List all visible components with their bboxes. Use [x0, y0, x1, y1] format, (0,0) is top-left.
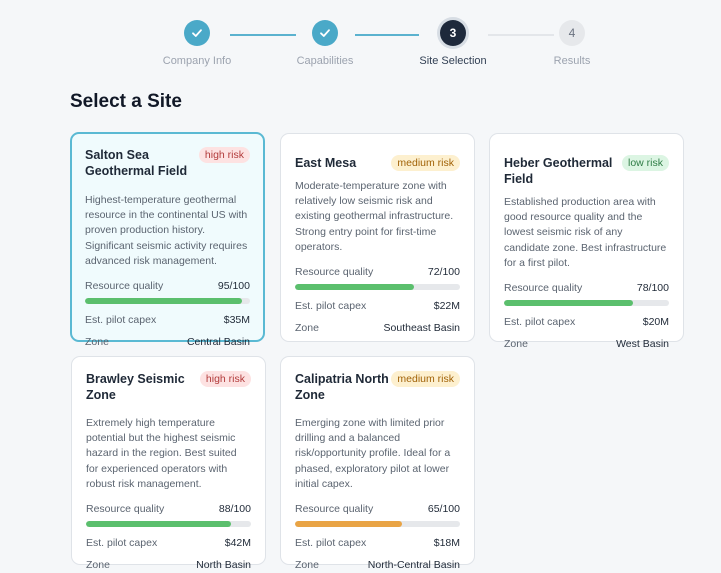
capex-label: Est. pilot capex [85, 314, 157, 327]
stepper-connector [230, 34, 296, 36]
quality-bar [85, 298, 250, 305]
capex-label: Est. pilot capex [295, 300, 367, 313]
risk-badge: low risk [621, 155, 669, 171]
site-name: Salton Sea Geothermal Field [85, 148, 188, 178]
zone-label: Zone [295, 559, 319, 572]
site-card-salton-sea[interactable]: Salton Sea Geothermal Field high risk Hi… [70, 132, 265, 348]
site-card-calipatria[interactable]: Calipatria North Zone medium risk Emergi… [280, 356, 475, 571]
site-name: Calipatria North Zone [295, 372, 389, 402]
capex-value: $22M [433, 300, 460, 313]
page-title: Select a Site [70, 91, 182, 112]
zone-label: Zone [295, 322, 319, 335]
check-icon [184, 20, 210, 46]
stepper-connector [355, 34, 419, 36]
quality-label: Resource quality [504, 282, 583, 295]
check-icon [312, 20, 338, 46]
step-company-info[interactable]: Company Info [132, 20, 262, 67]
quality-value: 78/100 [636, 282, 669, 295]
stepper-connector [488, 34, 554, 36]
zone-label: Zone [85, 336, 109, 349]
zone-label: Zone [504, 338, 528, 351]
risk-badge: high risk [198, 147, 250, 163]
step-label: Results [553, 55, 591, 67]
capex-value: $20M [642, 316, 669, 329]
zone-value: Southeast Basin [383, 322, 460, 335]
site-card-brawley[interactable]: Brawley Seismic Zone high risk Extremely… [71, 356, 266, 571]
step-label: Site Selection [419, 55, 487, 67]
capex-label: Est. pilot capex [504, 316, 576, 329]
quality-bar [86, 521, 251, 528]
site-card-east-mesa[interactable]: East Mesa medium risk Moderate-temperatu… [280, 133, 475, 342]
quality-bar [295, 521, 460, 528]
step-label: Company Info [162, 55, 232, 67]
quality-value: 65/100 [427, 503, 460, 516]
quality-label: Resource quality [85, 280, 164, 293]
site-description: Highest-temperature geothermal resource … [85, 194, 248, 267]
step-number: 3 [440, 20, 466, 46]
site-description: Emerging zone with limited prior drillin… [295, 417, 451, 490]
capex-value: $18M [433, 537, 460, 550]
quality-value: 72/100 [427, 266, 460, 279]
quality-bar [504, 300, 669, 307]
step-site-selection[interactable]: 3 Site Selection [388, 20, 518, 67]
site-card-heber[interactable]: Heber Geothermal Field low risk Establis… [489, 133, 684, 350]
risk-badge: medium risk [391, 371, 460, 387]
quality-bar-fill [295, 521, 403, 528]
site-name: East Mesa [295, 156, 357, 170]
step-label: Capabilities [296, 55, 354, 67]
step-capabilities[interactable]: Capabilities [260, 20, 390, 67]
quality-label: Resource quality [86, 503, 165, 516]
zone-value: West Basin [616, 338, 669, 351]
quality-bar [295, 284, 460, 291]
quality-label: Resource quality [295, 503, 374, 516]
quality-value: 88/100 [218, 503, 251, 516]
zone-label: Zone [86, 559, 110, 572]
quality-value: 95/100 [217, 280, 250, 293]
site-description: Established production area with good re… [504, 196, 667, 269]
quality-label: Resource quality [295, 266, 374, 279]
progress-stepper: Company Info Capabilities 3 Site Selecti… [0, 20, 721, 70]
zone-value: Central Basin [186, 336, 250, 349]
capex-value: $35M [223, 314, 250, 327]
quality-bar-fill [86, 521, 232, 528]
capex-value: $42M [224, 537, 251, 550]
site-name: Heber Geothermal Field [504, 156, 613, 186]
capex-label: Est. pilot capex [86, 537, 158, 550]
risk-badge: high risk [199, 371, 251, 387]
quality-bar-fill [504, 300, 633, 307]
step-results[interactable]: 4 Results [507, 20, 637, 67]
site-description: Moderate-temperature zone with relativel… [295, 180, 454, 253]
zone-value: North-Central Basin [367, 559, 460, 572]
site-name: Brawley Seismic Zone [86, 372, 185, 402]
site-description: Extremely high temperature potential but… [86, 417, 237, 490]
step-number: 4 [559, 20, 585, 46]
quality-bar-fill [85, 298, 242, 305]
zone-value: North Basin [196, 559, 251, 572]
risk-badge: medium risk [391, 155, 460, 171]
quality-bar-fill [295, 284, 414, 291]
capex-label: Est. pilot capex [295, 537, 367, 550]
